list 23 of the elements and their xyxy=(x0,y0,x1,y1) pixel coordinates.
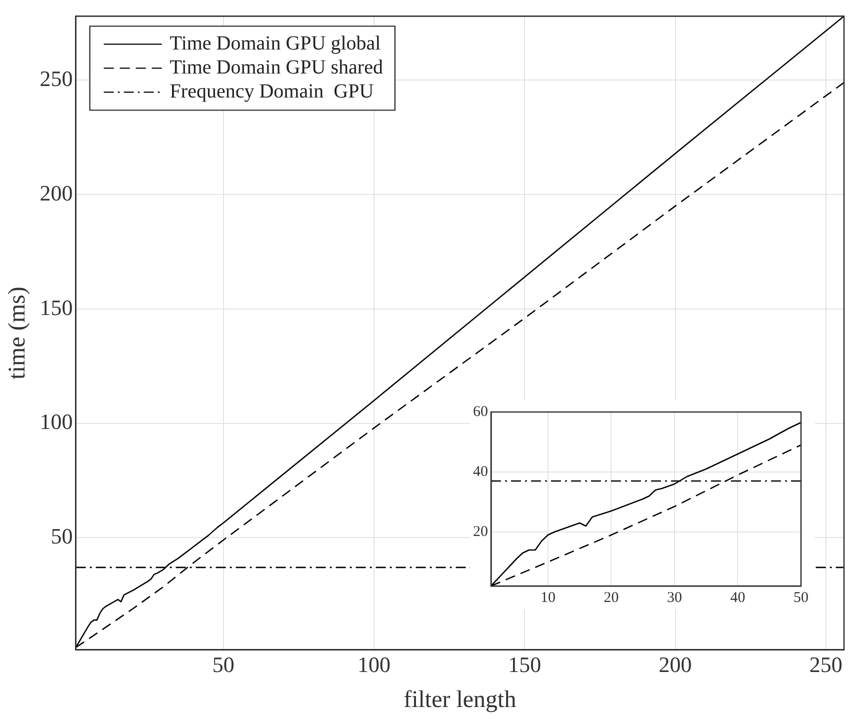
x-tick-label: 10 xyxy=(540,590,556,606)
x-tick-label: 20 xyxy=(604,590,619,606)
x-axis-title: filter length xyxy=(404,686,516,713)
y-tick-label: 40 xyxy=(473,464,488,480)
x-tick-label: 50 xyxy=(794,590,808,606)
x-tick-label: 30 xyxy=(666,590,682,606)
y-axis-title: time (ms) xyxy=(4,286,31,380)
x-tick-label: 50 xyxy=(212,652,234,677)
legend-label: Frequency Domain GPU xyxy=(170,80,374,102)
y-tick-label: 60 xyxy=(473,404,488,420)
y-tick-label: 200 xyxy=(40,180,73,206)
x-tick-label: 40 xyxy=(730,590,746,606)
y-tick-label: 100 xyxy=(40,409,73,434)
x-tick-label: 100 xyxy=(358,652,391,677)
legend-label: Time Domain GPU global xyxy=(170,32,382,54)
y-tick-label: 150 xyxy=(40,294,73,320)
x-tick-label: 200 xyxy=(658,652,692,677)
legend-label: Time Domain GPU shared xyxy=(170,56,383,78)
y-tick-label: 250 xyxy=(40,66,73,92)
x-tick-label: 250 xyxy=(809,652,842,677)
y-tick-label: 20 xyxy=(473,524,488,540)
x-tick-label: 150 xyxy=(508,652,542,677)
y-tick-label: 50 xyxy=(50,524,73,548)
